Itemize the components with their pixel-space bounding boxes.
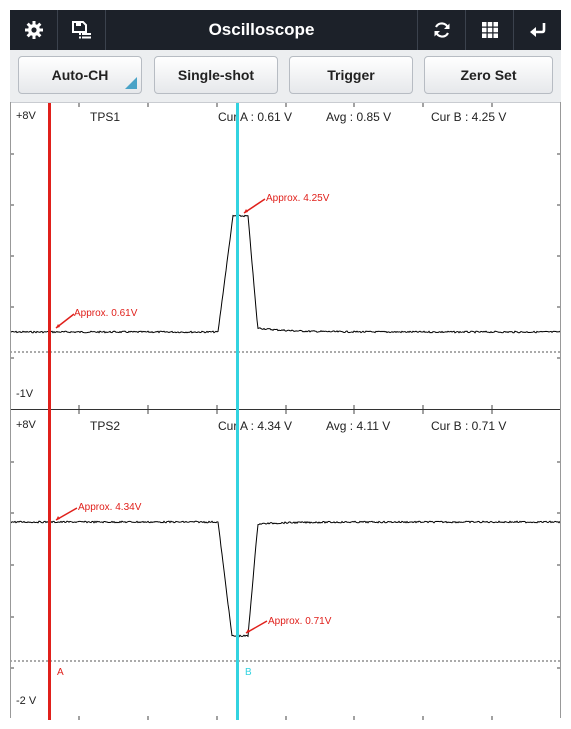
range-bottom-label: -2 V (16, 695, 37, 707)
save-button[interactable] (58, 10, 106, 50)
single-shot-button[interactable]: Single-shot (154, 56, 278, 94)
annotation-cursor-b: Approx. 4.25V (266, 193, 330, 204)
panel-divider (10, 409, 561, 410)
mode-toolbar: Auto-CH Single-shot Trigger Zero Set (10, 50, 561, 103)
title-bar: Oscilloscope (10, 10, 561, 50)
cursor-a-value: Cur A : 0.61 V (218, 110, 293, 124)
arrow-head (56, 324, 60, 328)
scope-panel-tps2[interactable]: +8V TPS2 Cur A : 4.34 V Avg : 4.11 V Cur… (10, 410, 561, 720)
zero-set-button[interactable]: Zero Set (424, 56, 553, 94)
single-shot-label: Single-shot (177, 67, 255, 83)
grid-view-button[interactable] (465, 10, 513, 50)
arrow-head (246, 629, 250, 633)
arrow-head (56, 516, 60, 520)
annotation-cursor-a: Approx. 4.34V (78, 502, 142, 513)
average-value: Avg : 4.11 V (326, 419, 391, 433)
zero-set-label: Zero Set (460, 67, 517, 83)
cursor-a-line[interactable] (48, 103, 51, 720)
range-top-label: +8V (16, 419, 36, 431)
cursor-a-value: Cur A : 4.34 V (218, 419, 293, 433)
cursor-b-value: Cur B : 0.71 V (431, 419, 507, 433)
refresh-icon (434, 22, 449, 38)
cursor-b-value: Cur B : 4.25 V (431, 110, 507, 124)
save-list-icon (71, 21, 91, 39)
return-icon (529, 23, 545, 37)
arrow-head (244, 209, 248, 213)
auto-ch-label: Auto-CH (51, 67, 109, 83)
channel-label: TPS2 (90, 419, 121, 433)
average-value: Avg : 0.85 V (326, 110, 392, 124)
annotation-arrow (245, 620, 268, 634)
refresh-button[interactable] (417, 10, 465, 50)
range-top-label: +8V (16, 110, 36, 122)
annotation-cursor-a: Approx. 0.61V (74, 308, 138, 319)
waveform-display-tps1[interactable] (10, 103, 561, 409)
dropdown-corner-icon (125, 77, 137, 89)
cursor-b-marker-label: B (245, 667, 252, 678)
annotation-arrow (243, 198, 266, 214)
trigger-label: Trigger (327, 67, 375, 83)
scope-panel-tps1[interactable]: +8V TPS1 Cur A : 0.61 V Avg : 0.85 V Cur… (10, 103, 561, 409)
settings-button[interactable] (10, 10, 58, 50)
back-button[interactable] (513, 10, 561, 50)
waveform-display-tps2[interactable] (10, 410, 561, 720)
gear-icon (24, 21, 43, 39)
channel-label: TPS1 (90, 110, 121, 124)
range-bottom-label: -1V (16, 388, 34, 400)
waveform-trace (10, 520, 561, 638)
annotation-cursor-b: Approx. 0.71V (268, 616, 332, 627)
page-title: Oscilloscope (208, 20, 315, 39)
cursor-b-line[interactable] (236, 103, 239, 720)
waveform-trace (10, 214, 561, 334)
trigger-button[interactable]: Trigger (289, 56, 413, 94)
annotation-arrow (55, 507, 78, 521)
cursor-a-marker-label: A (57, 667, 64, 678)
auto-ch-button[interactable]: Auto-CH (18, 56, 142, 94)
grid-icon (481, 22, 498, 38)
